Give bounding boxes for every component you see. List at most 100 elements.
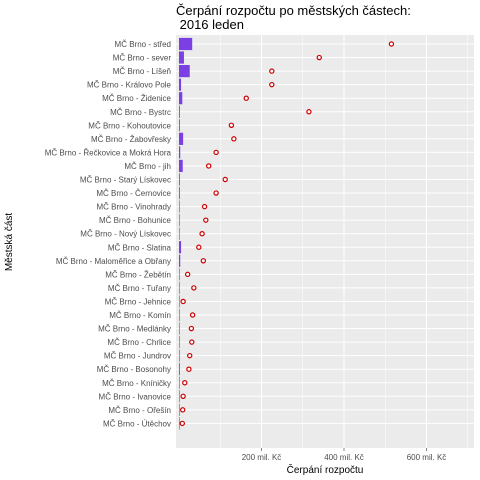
data-point xyxy=(182,380,188,386)
category-label: MČ Brno - Ořešín xyxy=(108,406,171,415)
bar xyxy=(179,200,180,213)
category-label: MČ Brno - Medlánky xyxy=(98,325,171,334)
data-point xyxy=(213,149,219,156)
category-label: MČ Brno - Jundrov xyxy=(104,352,171,361)
x-axis-title: Čerpání rozpočtu xyxy=(287,463,364,476)
category-label: MČ Brno - Starý Lískovec xyxy=(80,176,171,185)
category-label: MČ Brno - Bosonohy xyxy=(97,365,171,374)
category-label: MČ Brno - Bystrc xyxy=(110,108,171,117)
bar xyxy=(179,349,180,362)
category-label: MČ Brno - sever xyxy=(113,54,172,63)
data-point xyxy=(200,258,207,264)
bar xyxy=(179,119,180,132)
category-label: MČ Brno - Bohunice xyxy=(99,216,172,225)
category-labels: MČ Brno - střed MČ Brno - sever MČ Brno - … xyxy=(45,40,172,428)
bar xyxy=(179,241,182,254)
data-point xyxy=(189,339,195,345)
bar xyxy=(179,78,182,91)
data-point xyxy=(269,68,275,74)
x-tick-label: 600 mil. Kč xyxy=(407,453,447,462)
category-label: MČ Brno - Žabovřesky xyxy=(91,135,171,144)
x-tick-label: 400 mil. Kč xyxy=(324,453,364,462)
bar xyxy=(179,92,183,105)
bar xyxy=(179,417,180,430)
bar xyxy=(179,322,180,335)
bar xyxy=(179,268,180,281)
data-point xyxy=(231,136,237,142)
category-label: MČ Brno - Vinohrady xyxy=(96,203,171,212)
data-point xyxy=(180,393,186,399)
point-series xyxy=(179,41,395,427)
data-point xyxy=(199,230,205,237)
bar xyxy=(179,159,183,173)
category-label: MČ Brno - Nový Lískovec xyxy=(80,230,171,239)
data-point xyxy=(188,325,195,332)
category-label: MČ Brno - Černovice xyxy=(96,189,171,198)
bar xyxy=(179,227,180,240)
data-point xyxy=(180,298,186,305)
x-tick-labels: 200 mil. Kč 400 mil. Kč 600 mil. Kč xyxy=(242,448,447,462)
data-point xyxy=(213,190,219,196)
data-point xyxy=(205,163,212,169)
category-label: MČ Brno - Jehnice xyxy=(105,297,172,306)
data-point xyxy=(269,81,275,88)
bar xyxy=(179,390,180,403)
plot-panel xyxy=(176,35,474,448)
bar xyxy=(179,336,180,349)
category-label: MČ Brno - Žebětín xyxy=(105,270,171,279)
x-tick-label: 200 mil. Kč xyxy=(242,453,282,462)
category-label: MČ Brno - střed xyxy=(115,40,171,49)
category-label: MČ Brno - Kohoutovice xyxy=(88,121,171,130)
bar xyxy=(179,403,180,416)
category-label: MČ Brno - Chrlice xyxy=(107,338,171,347)
bar xyxy=(179,65,190,78)
bar xyxy=(179,37,193,51)
data-point xyxy=(179,420,185,427)
data-point xyxy=(186,366,192,372)
category-label: MČ Brno - Líšeň xyxy=(113,67,171,76)
bar xyxy=(179,173,180,186)
bar-series xyxy=(179,37,193,430)
data-point xyxy=(306,109,312,115)
data-point xyxy=(316,54,322,61)
bar xyxy=(179,376,180,389)
category-label: MČ Brno - jih xyxy=(124,162,171,171)
chart-title-line-2: 2016 leden xyxy=(176,17,244,32)
data-point xyxy=(201,203,208,210)
category-label: MČ Brno - Řečkovice a Mokrá Hora xyxy=(45,148,172,157)
data-point xyxy=(180,407,186,413)
bar xyxy=(179,105,180,118)
data-point xyxy=(222,176,228,183)
data-point xyxy=(228,122,235,129)
data-point xyxy=(388,41,395,47)
data-point xyxy=(189,312,196,318)
data-point xyxy=(196,244,202,250)
bar xyxy=(179,363,180,376)
grid-lines xyxy=(176,35,474,448)
category-label: MČ Brno - Komín xyxy=(109,311,171,320)
bar xyxy=(179,308,180,322)
data-point xyxy=(187,352,193,359)
bar xyxy=(179,214,180,227)
bar xyxy=(179,51,184,64)
data-point xyxy=(243,95,249,101)
category-label: MČ Brno - Židenice xyxy=(102,94,171,103)
category-label: MČ Brno - Královo Pole xyxy=(87,81,172,90)
bar xyxy=(179,281,180,294)
category-label: MČ Brno - Ivanovice xyxy=(99,392,172,401)
bar xyxy=(179,186,180,200)
chart-title-line-1: Čerpání rozpočtu po městských částech: xyxy=(176,3,411,18)
bar xyxy=(179,295,180,308)
data-point xyxy=(184,271,191,278)
bar xyxy=(179,254,181,267)
category-label: MČ Brno - Maloměřice a Obřany xyxy=(56,257,171,266)
category-label: MČ Brno - Slatina xyxy=(108,243,172,252)
bar xyxy=(179,146,181,159)
category-label: MČ Brno - Útěchov xyxy=(103,419,171,428)
data-point xyxy=(191,285,197,291)
data-point xyxy=(203,217,209,223)
category-label: MČ Brno - Kníničky xyxy=(102,379,171,388)
category-label: MČ Brno - Tuřany xyxy=(108,284,171,293)
y-axis-title: Městská část xyxy=(4,213,15,272)
